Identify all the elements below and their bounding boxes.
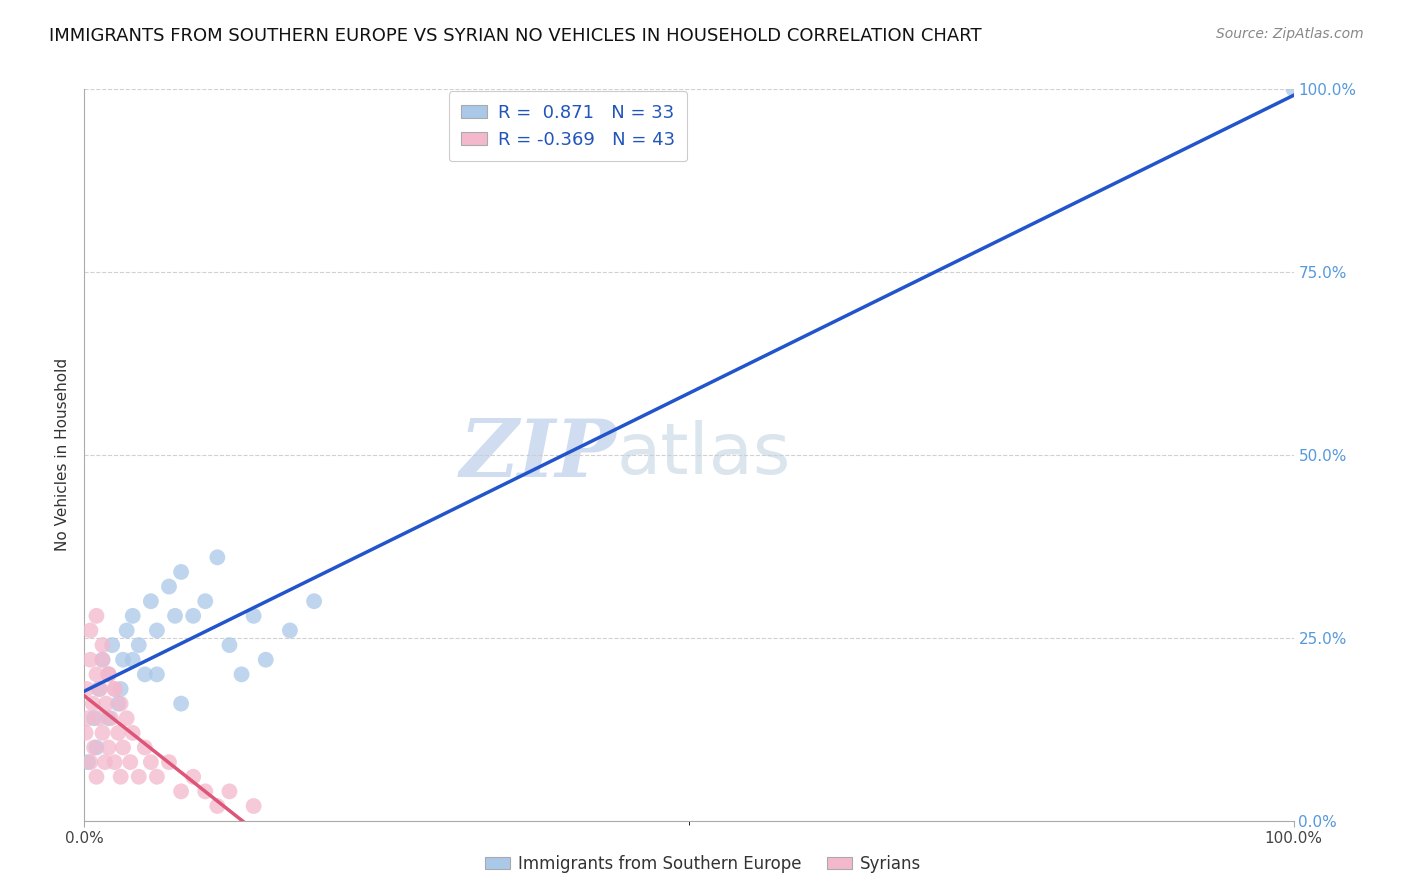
- Text: atlas: atlas: [616, 420, 790, 490]
- Point: [1282, 82, 1305, 96]
- Point: [83, 740, 105, 755]
- Point: [87, 711, 110, 725]
- Point: [254, 653, 277, 667]
- Point: [83, 711, 105, 725]
- Point: [115, 711, 138, 725]
- Point: [79, 755, 101, 769]
- Point: [77, 755, 100, 769]
- Point: [97, 667, 120, 681]
- Point: [134, 667, 156, 681]
- Point: [97, 667, 120, 681]
- Text: IMMIGRANTS FROM SOUTHERN EUROPE VS SYRIAN NO VEHICLES IN HOUSEHOLD CORRELATION C: IMMIGRANTS FROM SOUTHERN EUROPE VS SYRIA…: [49, 27, 981, 45]
- Point: [121, 726, 143, 740]
- Point: [107, 726, 129, 740]
- Point: [139, 755, 162, 769]
- Point: [242, 799, 264, 814]
- Point: [110, 697, 132, 711]
- Point: [82, 697, 104, 711]
- Point: [79, 624, 101, 638]
- Point: [278, 624, 301, 638]
- Point: [242, 608, 264, 623]
- Point: [120, 755, 142, 769]
- Point: [104, 681, 127, 696]
- Point: [86, 667, 108, 681]
- Point: [231, 667, 253, 681]
- Point: [170, 784, 193, 798]
- Point: [110, 681, 132, 696]
- Point: [87, 681, 110, 696]
- Point: [110, 770, 132, 784]
- Point: [101, 638, 124, 652]
- Point: [76, 681, 98, 696]
- Point: [94, 755, 117, 769]
- Point: [194, 784, 217, 798]
- Legend: Immigrants from Southern Europe, Syrians: Immigrants from Southern Europe, Syrians: [478, 848, 928, 880]
- Point: [181, 770, 204, 784]
- Point: [302, 594, 325, 608]
- Point: [100, 711, 122, 725]
- Point: [170, 565, 193, 579]
- Point: [121, 653, 143, 667]
- Point: [91, 653, 114, 667]
- Point: [91, 726, 114, 740]
- Y-axis label: No Vehicles in Household: No Vehicles in Household: [55, 359, 70, 551]
- Point: [194, 594, 217, 608]
- Point: [157, 580, 180, 594]
- Point: [97, 711, 120, 725]
- Point: [146, 667, 169, 681]
- Text: ZIP: ZIP: [460, 417, 616, 493]
- Point: [207, 799, 229, 814]
- Point: [104, 681, 127, 696]
- Point: [112, 653, 135, 667]
- Point: [86, 740, 108, 755]
- Legend: R =  0.871   N = 33, R = -0.369   N = 43: R = 0.871 N = 33, R = -0.369 N = 43: [449, 91, 688, 161]
- Point: [146, 624, 169, 638]
- Point: [89, 681, 111, 696]
- Point: [157, 755, 180, 769]
- Point: [79, 653, 101, 667]
- Point: [91, 638, 114, 652]
- Point: [207, 550, 229, 565]
- Point: [115, 624, 138, 638]
- Text: Source: ZipAtlas.com: Source: ZipAtlas.com: [1216, 27, 1364, 41]
- Point: [77, 711, 100, 725]
- Point: [139, 594, 162, 608]
- Point: [121, 608, 143, 623]
- Point: [91, 653, 114, 667]
- Point: [86, 770, 108, 784]
- Point: [170, 697, 193, 711]
- Point: [128, 770, 150, 784]
- Point: [134, 740, 156, 755]
- Point: [107, 697, 129, 711]
- Point: [94, 697, 117, 711]
- Point: [218, 784, 240, 798]
- Point: [146, 770, 169, 784]
- Point: [75, 726, 97, 740]
- Point: [165, 608, 187, 623]
- Point: [112, 740, 135, 755]
- Point: [104, 755, 127, 769]
- Point: [128, 638, 150, 652]
- Point: [97, 740, 120, 755]
- Point: [97, 667, 120, 681]
- Point: [86, 608, 108, 623]
- Point: [181, 608, 204, 623]
- Point: [218, 638, 240, 652]
